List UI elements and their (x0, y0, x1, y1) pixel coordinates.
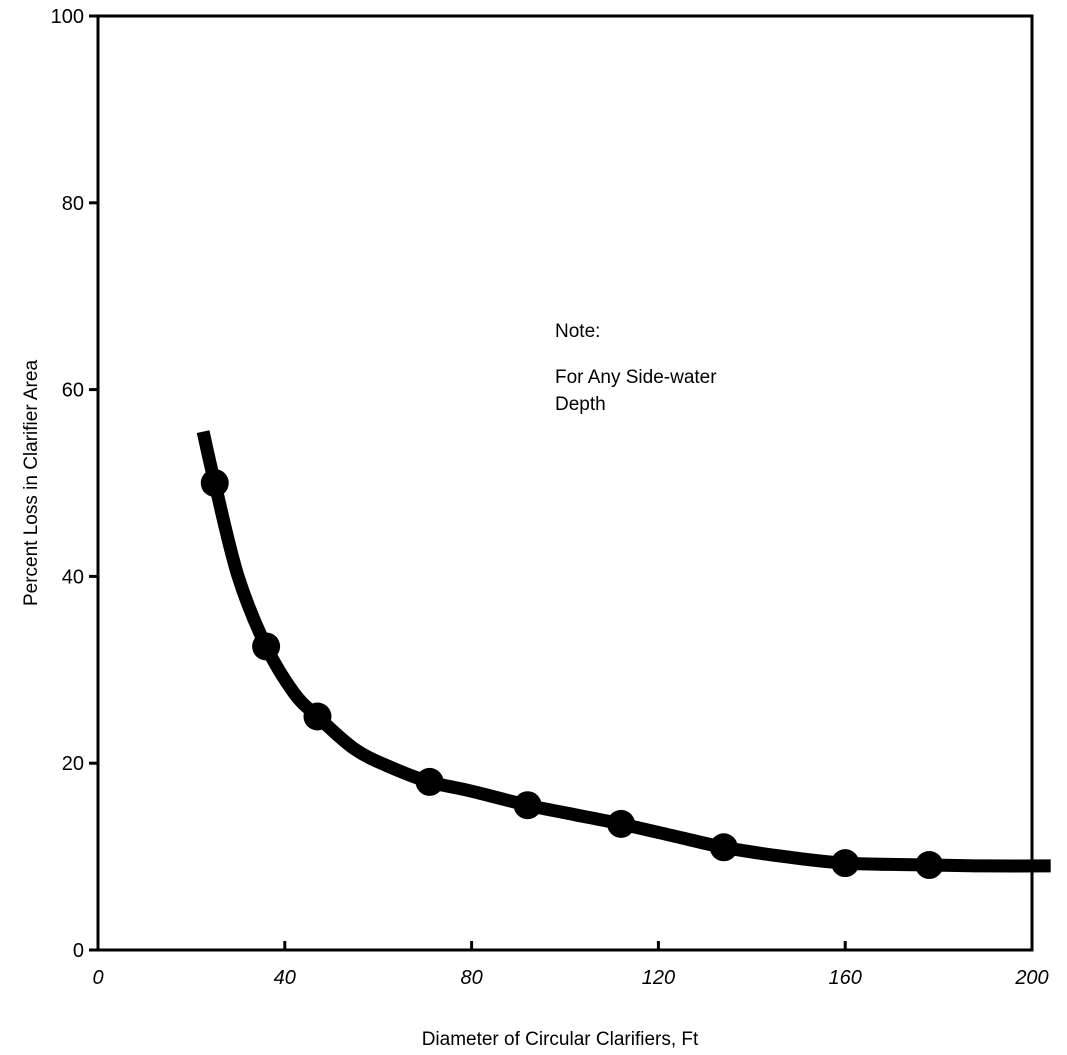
data-point-marker (303, 702, 332, 731)
data-point-marker (915, 851, 944, 880)
y-tick-label: 100 (51, 6, 84, 28)
data-point-marker (709, 833, 738, 862)
series-markers (200, 469, 944, 880)
data-point-marker (607, 809, 636, 838)
x-tick-label: 120 (642, 967, 675, 989)
y-tick-labels: 0 20 40 60 80 100 (51, 6, 84, 962)
data-point-marker (200, 469, 229, 497)
plot-frame (96, 14, 1034, 952)
note-line-1: Note: (555, 321, 600, 342)
x-tick-label: 80 (460, 967, 482, 989)
x-axis-title: Diameter of Circular Clarifiers, Ft (422, 1029, 699, 1050)
x-tick-label: 40 (274, 967, 296, 989)
y-tick-label: 80 (62, 193, 84, 215)
note-annotation: Note: For Any Side-water Depth (555, 321, 717, 415)
y-tick-label: 60 (62, 380, 84, 402)
data-point-marker (252, 632, 281, 661)
x-tick-label: 200 (1014, 967, 1048, 989)
y-tick-label: 0 (73, 940, 84, 962)
x-tick-label: 160 (829, 967, 862, 989)
tick-marks (89, 14, 1034, 952)
data-point-marker (513, 791, 542, 820)
y-tick-label: 20 (62, 753, 84, 775)
data-point-marker (415, 767, 444, 796)
note-line-2: For Any Side-water (555, 367, 717, 388)
y-axis-title: Percent Loss in Clarifier Area (21, 360, 42, 606)
note-line-3: Depth (555, 394, 606, 415)
x-tick-label: 0 (92, 967, 103, 989)
x-tick-labels: 0 40 80 120 160 200 (92, 967, 1048, 989)
y-tick-label: 40 (62, 566, 84, 588)
data-point-marker (831, 849, 860, 878)
